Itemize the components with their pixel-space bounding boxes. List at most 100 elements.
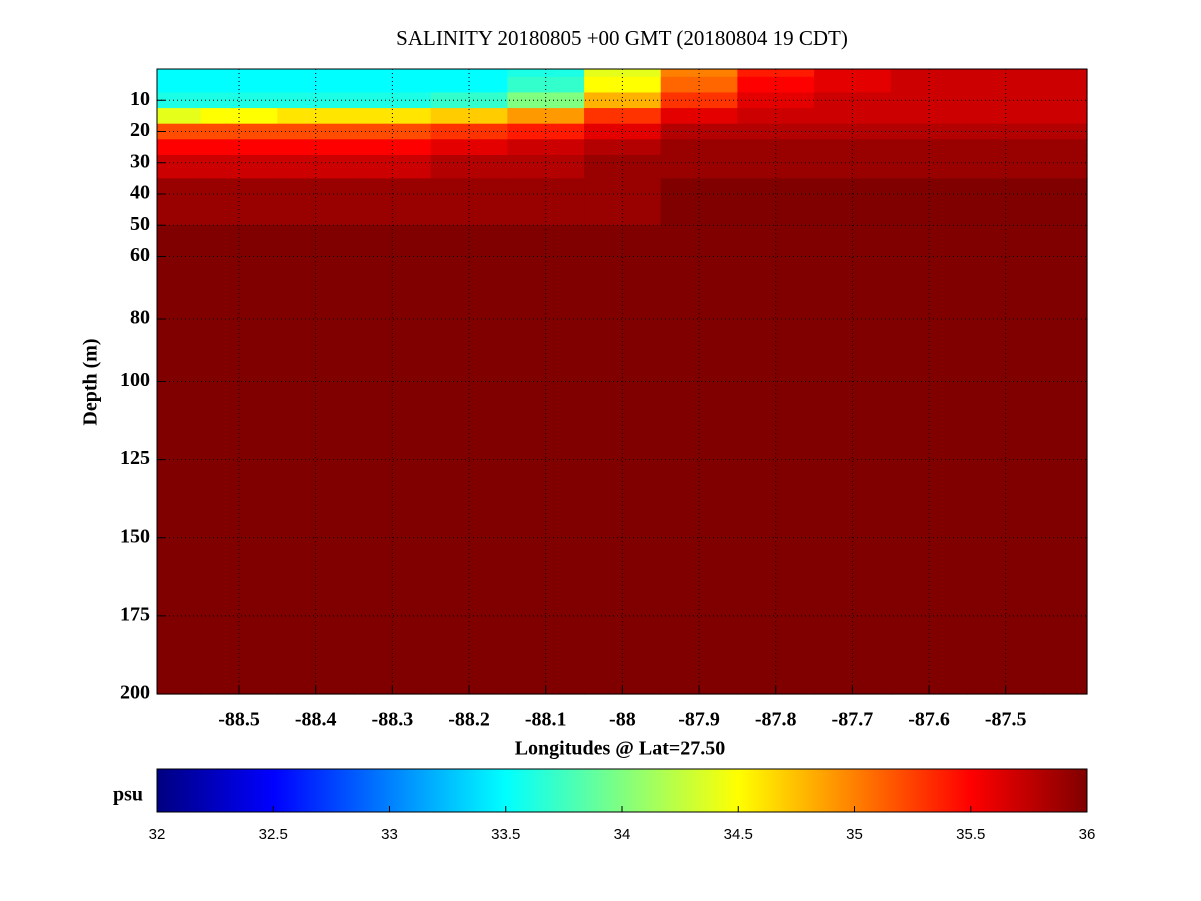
- heatmap-cell: [1044, 69, 1088, 78]
- heatmap-cell: [157, 92, 202, 109]
- heatmap-cell: [890, 225, 968, 320]
- heatmap-cell: [660, 154, 738, 179]
- heatmap-cell: [157, 139, 202, 156]
- heatmap-cell: [1044, 178, 1088, 226]
- heatmap-cell: [737, 139, 815, 156]
- heatmap-cell: [737, 108, 815, 125]
- heatmap: [157, 69, 1088, 695]
- colorbar: [156, 768, 1088, 813]
- heatmap-cell: [200, 108, 278, 125]
- heatmap-cell: [660, 225, 738, 320]
- colorbar-tick-label: 33.5: [491, 826, 520, 843]
- heatmap-cell: [967, 76, 1045, 94]
- y-tick-label: 10: [130, 88, 150, 110]
- x-tick-label: -87.7: [832, 709, 874, 731]
- x-tick-label: -88: [609, 709, 636, 731]
- heatmap-cell: [967, 154, 1045, 179]
- y-tick-label: 40: [130, 182, 150, 204]
- heatmap-cell: [967, 537, 1045, 695]
- heatmap-cell: [157, 76, 202, 94]
- heatmap-cell: [737, 92, 815, 109]
- heatmap-cell: [354, 537, 432, 695]
- heatmap-cell: [814, 225, 892, 320]
- heatmap-cell: [890, 76, 968, 94]
- y-tick-label: 200: [120, 682, 150, 704]
- heatmap-cell: [737, 76, 815, 94]
- heatmap-cell: [354, 139, 432, 156]
- heatmap-cell: [430, 225, 508, 320]
- heatmap-cell: [1044, 139, 1088, 156]
- heatmap-cell: [354, 154, 432, 179]
- heatmap-cell: [200, 139, 278, 156]
- heatmap-cell: [737, 225, 815, 320]
- heatmap-cell: [507, 123, 585, 140]
- heatmap-cell: [200, 76, 278, 94]
- colorbar-tick-label: 35: [846, 826, 863, 843]
- y-axis-label: Depth (m): [80, 338, 102, 425]
- heatmap-cell: [507, 154, 585, 179]
- colorbar-tick-label: 36: [1079, 826, 1096, 843]
- heatmap-cell: [737, 123, 815, 140]
- heatmap-cell: [814, 139, 892, 156]
- x-tick-label: -88.3: [372, 709, 414, 731]
- colorbar-tick-label: 35.5: [956, 826, 985, 843]
- heatmap-cell: [430, 108, 508, 125]
- x-tick-label: -87.8: [755, 709, 797, 731]
- heatmap-cell: [1044, 108, 1088, 125]
- y-tick-label: 30: [130, 150, 150, 172]
- heatmap-cell: [584, 108, 662, 125]
- heatmap-cell: [814, 537, 892, 695]
- x-tick-label: -88.2: [448, 709, 490, 731]
- heatmap-cell: [354, 225, 432, 320]
- y-tick-label: 60: [130, 244, 150, 266]
- overlay: -88.5 -88.4 -88.3 -88.2 -88.1 -88 -87.9 -87.8 -8…: [120, 68, 1096, 843]
- heatmap-cell: [584, 139, 662, 156]
- y-tick-label: 150: [120, 525, 150, 547]
- heatmap-cell: [737, 154, 815, 179]
- heatmap-cell: [967, 123, 1045, 140]
- heatmap-cell: [967, 225, 1045, 320]
- heatmap-cell: [584, 537, 662, 695]
- heatmap-cell: [157, 154, 202, 179]
- heatmap-cell: [354, 108, 432, 125]
- x-tick-label: -87.5: [985, 709, 1027, 731]
- x-tick-label: -88.5: [218, 709, 260, 731]
- heatmap-cell: [200, 123, 278, 140]
- heatmap-cell: [277, 225, 355, 320]
- heatmap-cell: [200, 92, 278, 109]
- heatmap-cell: [354, 123, 432, 140]
- x-tick-label: -88.4: [295, 709, 337, 731]
- heatmap-cell: [507, 537, 585, 695]
- y-tick-label: 80: [130, 307, 150, 329]
- heatmap-cell: [660, 92, 738, 109]
- heatmap-cell: [430, 154, 508, 179]
- heatmap-cell: [660, 76, 738, 94]
- heatmap-cell: [890, 108, 968, 125]
- heatmap-cell: [814, 92, 892, 109]
- heatmap-cell: [890, 154, 968, 179]
- colorbar-tick-label: 34: [614, 826, 631, 843]
- y-tick-label: 50: [130, 213, 150, 235]
- plot-frame: [156, 68, 1088, 695]
- heatmap-cell: [157, 319, 202, 539]
- heatmap-cell: [814, 76, 892, 94]
- heatmap-cell: [200, 225, 278, 320]
- heatmap-cell: [814, 123, 892, 140]
- heatmap-cell: [660, 108, 738, 125]
- heatmap-cell: [814, 108, 892, 125]
- heatmap-cell: [584, 76, 662, 94]
- heatmap-cell: [584, 92, 662, 109]
- x-tick-label: -87.6: [908, 709, 950, 731]
- heatmap-cell: [967, 108, 1045, 125]
- heatmap-cell: [584, 123, 662, 140]
- heatmap-cell: [507, 92, 585, 109]
- heatmap-cell: [157, 225, 202, 320]
- colorbar-tick-label: 34.5: [724, 826, 753, 843]
- colorbar-tick-label: 33: [381, 826, 398, 843]
- heatmap-cell: [660, 123, 738, 140]
- heatmap-cell: [507, 225, 585, 320]
- heatmap-cell: [967, 92, 1045, 109]
- colorbar-tick-label: 32.5: [259, 826, 288, 843]
- heatmap-cell: [890, 139, 968, 156]
